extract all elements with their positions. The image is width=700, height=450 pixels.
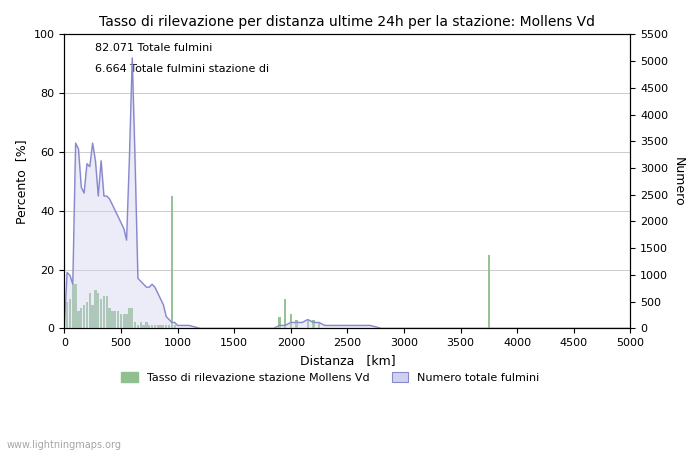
Bar <box>139 323 142 328</box>
Bar <box>111 310 113 328</box>
Bar <box>71 284 74 328</box>
Bar <box>160 325 162 328</box>
Bar <box>154 325 156 328</box>
Bar <box>171 196 173 328</box>
X-axis label: Distanza   [km]: Distanza [km] <box>300 354 395 367</box>
Bar <box>97 293 99 328</box>
Bar <box>142 325 145 328</box>
Bar <box>69 299 71 328</box>
Bar <box>318 323 320 328</box>
Y-axis label: Percento  [%]: Percento [%] <box>15 139 28 224</box>
Bar <box>284 299 286 328</box>
Bar <box>148 325 150 328</box>
Bar <box>117 310 119 328</box>
Y-axis label: Numero: Numero <box>672 157 685 206</box>
Bar <box>128 308 130 328</box>
Text: 6.664 Totale fulmini stazione di: 6.664 Totale fulmini stazione di <box>95 64 270 74</box>
Bar <box>174 325 176 328</box>
Bar <box>80 308 83 328</box>
Bar <box>100 299 102 328</box>
Bar <box>66 302 68 328</box>
Bar <box>77 310 80 328</box>
Bar <box>108 308 111 328</box>
Bar <box>86 302 88 328</box>
Bar <box>295 320 298 328</box>
Bar <box>165 325 167 328</box>
Bar <box>131 308 134 328</box>
Bar <box>134 323 136 328</box>
Bar <box>312 320 314 328</box>
Bar <box>89 293 91 328</box>
Bar <box>136 325 139 328</box>
Bar <box>162 325 164 328</box>
Bar <box>106 296 108 328</box>
Bar <box>125 314 127 328</box>
Bar <box>488 255 490 328</box>
Title: Tasso di rilevazione per distanza ultime 24h per la stazione: Mollens Vd: Tasso di rilevazione per distanza ultime… <box>99 15 596 29</box>
Bar <box>103 296 105 328</box>
Bar <box>307 320 309 328</box>
Bar <box>279 316 281 328</box>
Text: 82.071 Totale fulmini: 82.071 Totale fulmini <box>95 43 213 53</box>
Bar <box>157 325 159 328</box>
Bar <box>92 305 94 328</box>
Bar <box>151 325 153 328</box>
Bar <box>122 314 125 328</box>
Bar <box>83 305 85 328</box>
Bar <box>114 310 116 328</box>
Bar <box>94 290 97 328</box>
Bar <box>120 314 122 328</box>
Bar <box>168 325 170 328</box>
Legend: Tasso di rilevazione stazione Mollens Vd, Numero totale fulmini: Tasso di rilevazione stazione Mollens Vd… <box>117 368 544 387</box>
Bar <box>290 314 292 328</box>
Bar <box>74 284 77 328</box>
Bar <box>145 323 148 328</box>
Text: www.lightningmaps.org: www.lightningmaps.org <box>7 440 122 450</box>
